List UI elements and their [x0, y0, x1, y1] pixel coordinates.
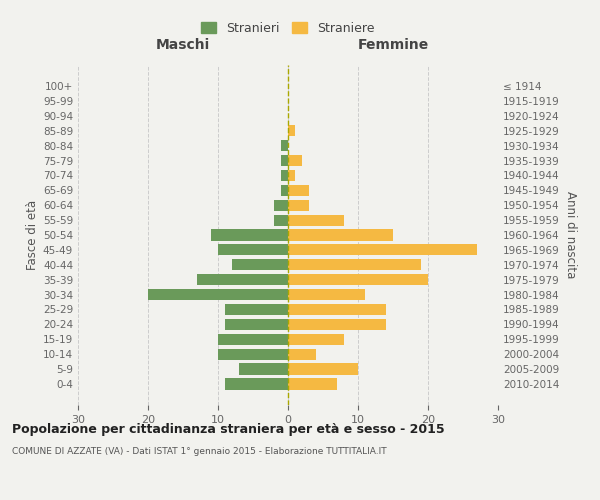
Bar — [281, 184, 288, 196]
Legend: Stranieri, Straniere: Stranieri, Straniere — [196, 17, 380, 40]
Bar — [225, 304, 288, 315]
Bar — [288, 200, 309, 211]
Bar — [288, 319, 386, 330]
Bar — [218, 334, 288, 345]
Bar — [274, 214, 288, 226]
Bar — [148, 289, 288, 300]
Text: Femmine: Femmine — [358, 38, 428, 52]
Bar — [281, 155, 288, 166]
Bar — [225, 378, 288, 390]
Bar — [288, 378, 337, 390]
Bar — [232, 259, 288, 270]
Bar — [288, 125, 295, 136]
Bar — [288, 334, 344, 345]
Bar — [288, 289, 365, 300]
Bar — [225, 319, 288, 330]
Bar — [288, 274, 428, 285]
Bar — [288, 170, 295, 181]
Bar — [288, 184, 309, 196]
Bar — [218, 348, 288, 360]
Bar — [197, 274, 288, 285]
Bar — [288, 244, 477, 256]
Bar — [288, 304, 386, 315]
Bar — [211, 230, 288, 240]
Bar — [239, 364, 288, 374]
Y-axis label: Anni di nascita: Anni di nascita — [564, 192, 577, 278]
Bar — [288, 230, 393, 240]
Bar — [288, 348, 316, 360]
Bar — [281, 140, 288, 151]
Bar — [218, 244, 288, 256]
Bar — [288, 259, 421, 270]
Y-axis label: Fasce di età: Fasce di età — [26, 200, 39, 270]
Text: COMUNE DI AZZATE (VA) - Dati ISTAT 1° gennaio 2015 - Elaborazione TUTTITALIA.IT: COMUNE DI AZZATE (VA) - Dati ISTAT 1° ge… — [12, 448, 386, 456]
Bar — [274, 200, 288, 211]
Bar — [288, 364, 358, 374]
Text: Maschi: Maschi — [156, 38, 210, 52]
Text: Popolazione per cittadinanza straniera per età e sesso - 2015: Popolazione per cittadinanza straniera p… — [12, 422, 445, 436]
Bar — [288, 214, 344, 226]
Bar — [281, 170, 288, 181]
Bar — [288, 155, 302, 166]
